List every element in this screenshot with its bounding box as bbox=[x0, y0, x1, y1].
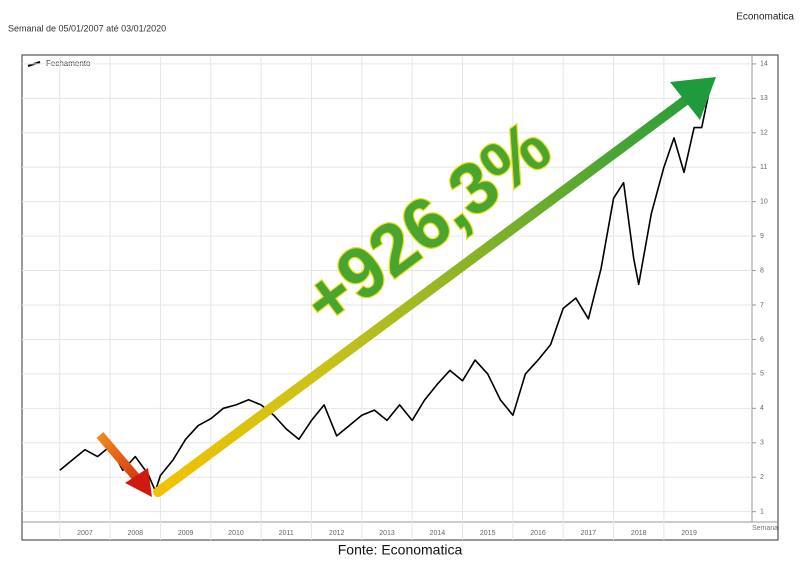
y-tick-label: 9 bbox=[760, 233, 764, 240]
x-axis-label: Semana bbox=[752, 525, 778, 532]
x-tick-label: 2014 bbox=[430, 530, 446, 537]
y-tick-label: 14 bbox=[760, 61, 768, 68]
y-tick-label: 13 bbox=[760, 95, 768, 102]
y-tick-label: 8 bbox=[760, 267, 764, 274]
brand: Economatica bbox=[736, 12, 794, 23]
x-tick-label: 2008 bbox=[127, 530, 143, 537]
rise-arrow-head bbox=[670, 77, 716, 120]
x-tick-label: 2007 bbox=[77, 530, 93, 537]
x-tick-label: 2013 bbox=[379, 530, 395, 537]
decline-arrow bbox=[96, 432, 144, 485]
rise-arrow bbox=[153, 92, 695, 497]
x-tick-label: 2012 bbox=[329, 530, 345, 537]
y-tick-label: 7 bbox=[760, 302, 764, 309]
y-tick-label: 11 bbox=[760, 164, 767, 171]
y-tick-label: 12 bbox=[760, 130, 768, 137]
y-tick-label: 3 bbox=[760, 440, 764, 447]
subtitle: Semanal de 05/01/2007 até 03/01/2020 bbox=[8, 23, 166, 33]
y-tick-label: 2 bbox=[760, 474, 764, 481]
x-tick-label: 2011 bbox=[279, 530, 294, 537]
x-tick-label: 2009 bbox=[178, 530, 194, 537]
plot-frame bbox=[21, 54, 779, 541]
x-tick-label: 2017 bbox=[581, 530, 597, 537]
series-line bbox=[59, 77, 715, 492]
x-tick-label: 2018 bbox=[631, 530, 647, 537]
y-tick-label: 10 bbox=[760, 199, 768, 206]
y-tick-label: 5 bbox=[760, 371, 764, 378]
x-tick-label: 2019 bbox=[681, 530, 697, 537]
x-tick-label: 2010 bbox=[228, 530, 244, 537]
y-tick-label: 1 bbox=[760, 509, 764, 516]
x-tick-label: 2015 bbox=[480, 530, 496, 537]
y-tick-label: 4 bbox=[760, 405, 764, 412]
y-tick-label: 6 bbox=[760, 336, 764, 343]
source: Fonte: Economatica bbox=[338, 542, 463, 558]
x-tick-label: 2016 bbox=[530, 530, 546, 537]
decline-arrow-head bbox=[125, 468, 152, 497]
